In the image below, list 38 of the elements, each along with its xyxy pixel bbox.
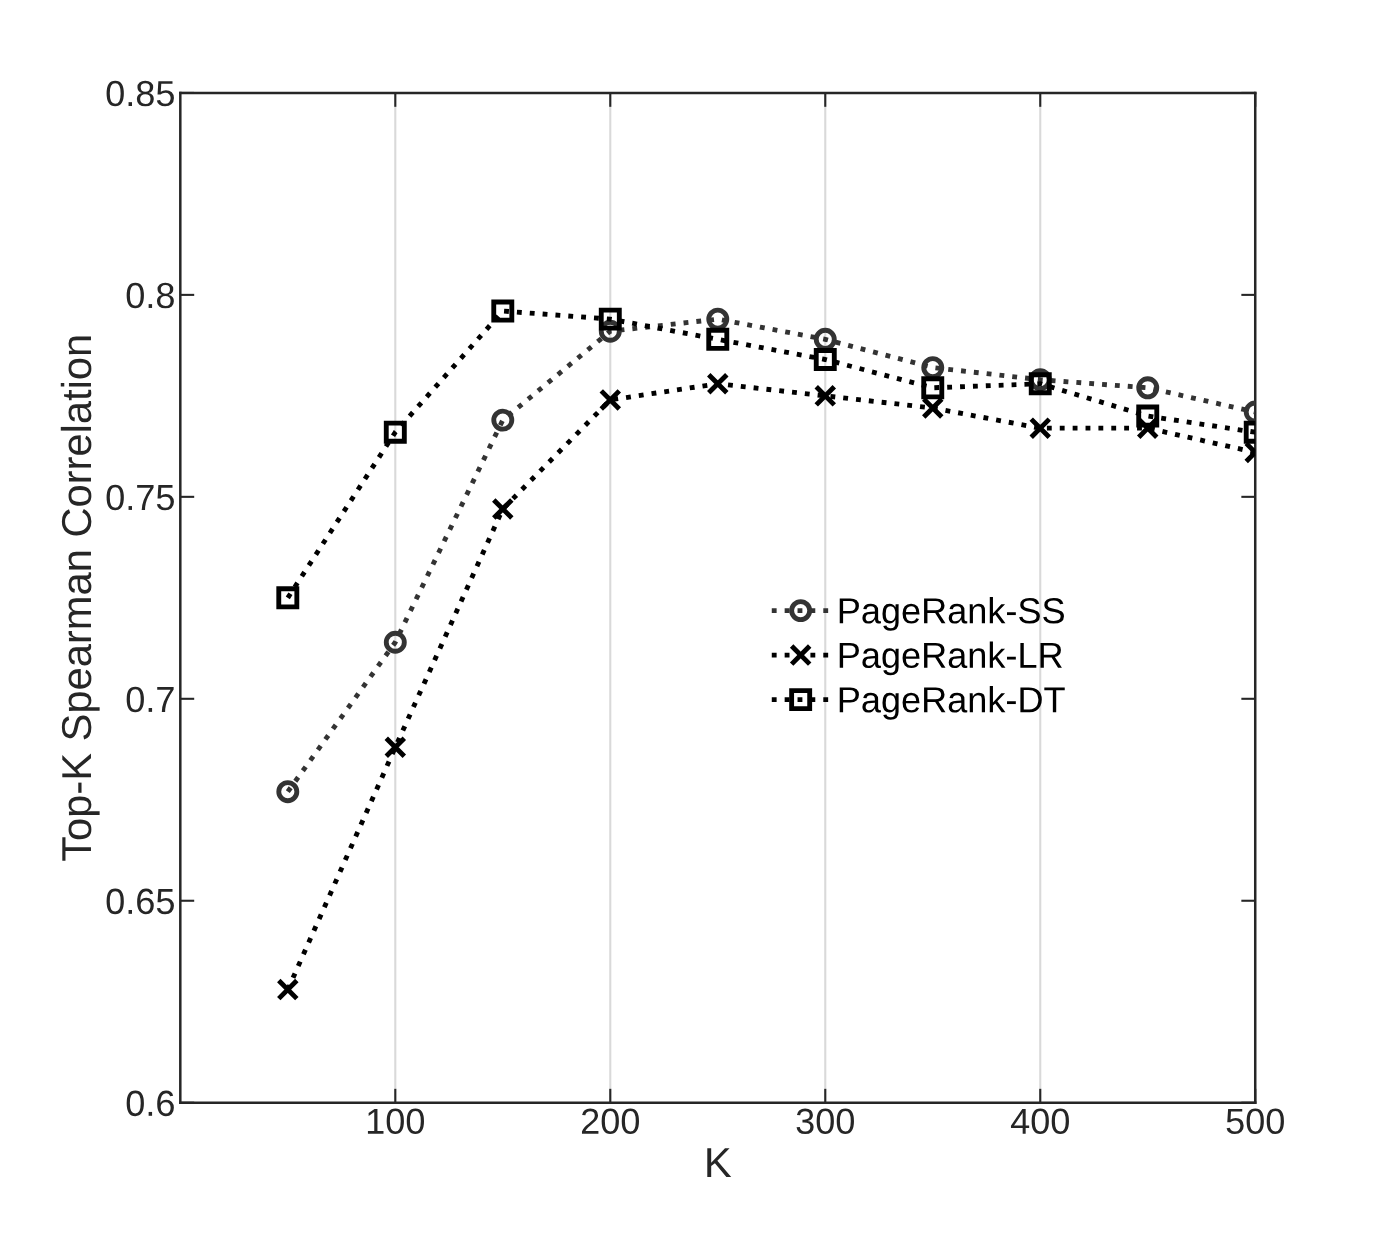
point <box>813 384 837 408</box>
legend-label: PageRank-SS <box>839 597 1064 631</box>
point <box>383 630 407 654</box>
point <box>1136 404 1160 428</box>
legend-label: PageRank-LR <box>839 641 1062 676</box>
point <box>1136 376 1160 400</box>
point <box>813 348 837 371</box>
y-tick-label: 0.85 <box>106 80 174 107</box>
point <box>706 307 730 331</box>
point <box>276 586 300 610</box>
x-tick-label: 500 <box>1226 1108 1284 1135</box>
x-axis-title: K <box>707 1148 732 1177</box>
y-tick-label: 0.6 <box>126 1090 174 1117</box>
point <box>598 307 622 331</box>
x-tick-label: 100 <box>367 1108 425 1135</box>
y-tick-label: 0.65 <box>106 888 174 915</box>
point <box>383 420 407 444</box>
x-tick-label: 400 <box>1010 1108 1069 1135</box>
point <box>276 780 300 804</box>
point <box>491 299 515 323</box>
point <box>921 396 945 420</box>
point <box>491 408 515 432</box>
point <box>383 735 407 759</box>
point <box>598 388 622 412</box>
y-tick-label: 0.7 <box>126 686 174 713</box>
y-tick-label: 0.8 <box>126 282 174 309</box>
point <box>706 372 730 396</box>
point <box>706 327 730 351</box>
y-tick-label: 0.75 <box>106 484 174 511</box>
point <box>1028 416 1052 440</box>
legend-label: PageRank-DT <box>839 686 1065 720</box>
point <box>921 376 945 400</box>
x-tick-label: 300 <box>796 1108 854 1135</box>
point <box>276 978 300 1002</box>
x-tick-label: 200 <box>581 1108 639 1135</box>
y-axis-title: Top-K Spearman Correlation <box>60 336 100 861</box>
point <box>813 327 837 351</box>
point <box>491 497 515 521</box>
